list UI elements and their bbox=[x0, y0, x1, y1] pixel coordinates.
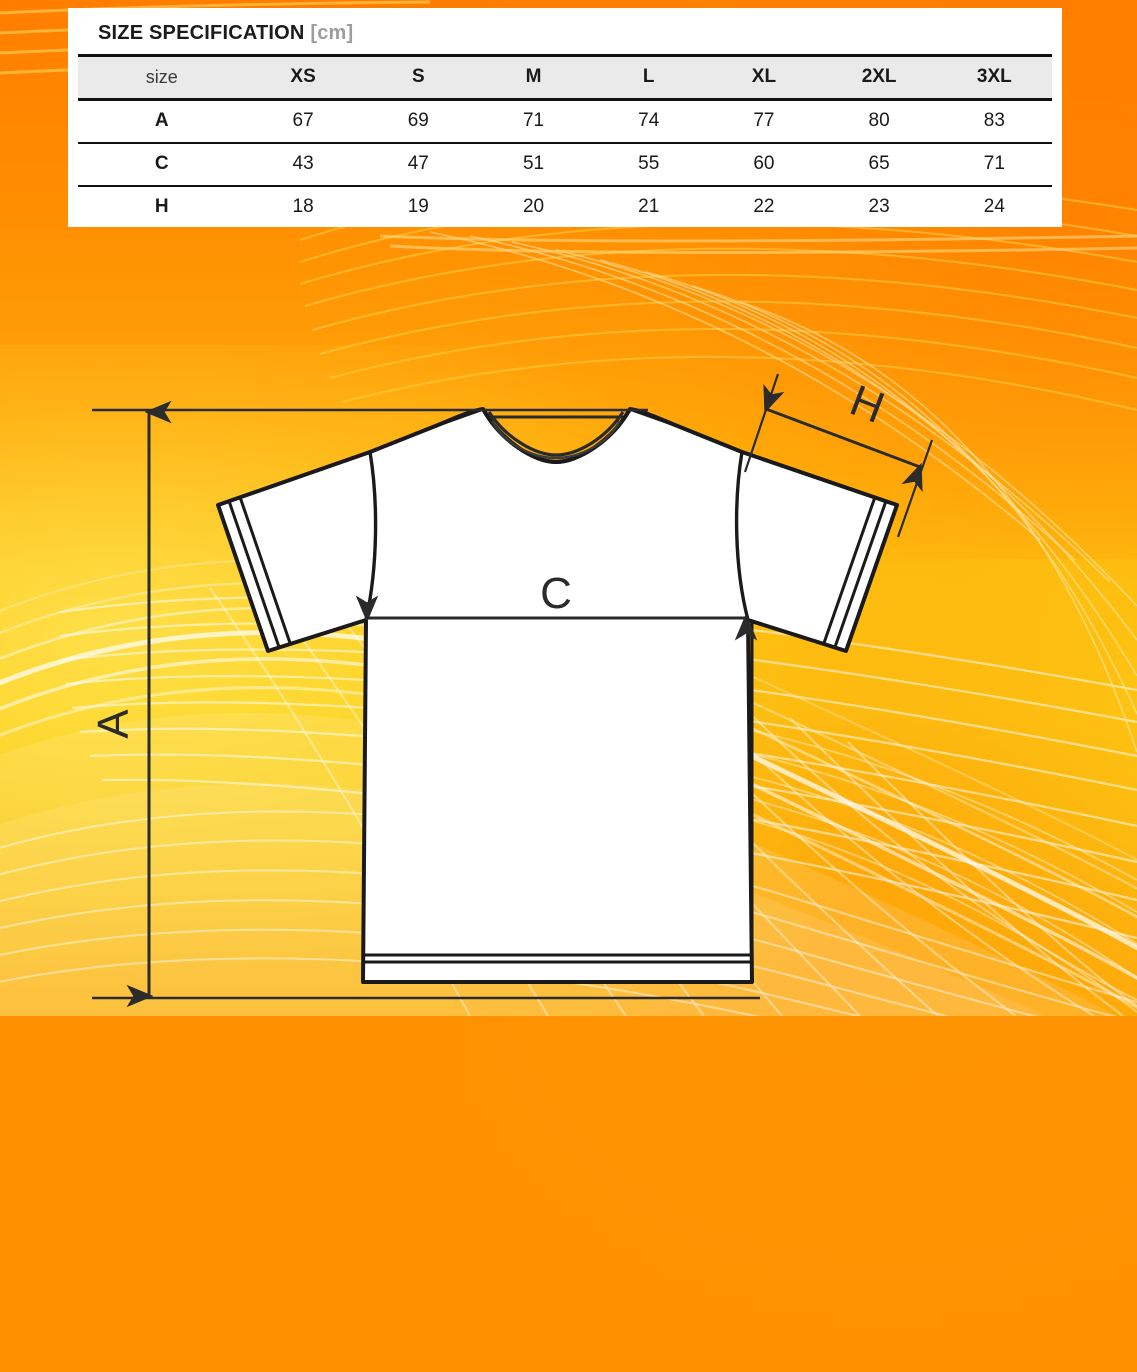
column-header-s: S bbox=[360, 54, 476, 101]
cell-a-2xl: 80 bbox=[821, 99, 937, 144]
table-row: C 43 47 51 55 60 65 71 bbox=[78, 143, 1052, 187]
dimension-c-label: C bbox=[540, 569, 572, 618]
column-header-l: L bbox=[591, 54, 707, 101]
column-header-m: M bbox=[475, 54, 592, 101]
column-header-3xl: 3XL bbox=[936, 54, 1052, 101]
cell-c-l: 55 bbox=[591, 143, 707, 187]
dimension-a-label: A bbox=[89, 709, 138, 739]
size-specification-table: size XS S M L XL 2XL 3XL A 67 69 71 74 7… bbox=[78, 54, 1052, 228]
table-row: H 18 19 20 21 22 23 24 bbox=[78, 186, 1052, 228]
column-header-size: size bbox=[78, 54, 246, 101]
cell-h-m: 20 bbox=[522, 196, 545, 217]
cell-a-l: 74 bbox=[591, 99, 707, 144]
cell-a-m: 71 bbox=[475, 99, 592, 144]
dimension-h-extension-right bbox=[896, 439, 934, 538]
cell-h-xs: 18 bbox=[292, 196, 314, 217]
cell-a-xs: 67 bbox=[245, 99, 361, 144]
column-header-xl: XL bbox=[706, 54, 822, 101]
spec-title: SIZE SPECIFICATION [cm] bbox=[68, 22, 1062, 45]
cell-h-s: 19 bbox=[407, 196, 429, 217]
dimension-a-group: A bbox=[89, 400, 760, 1008]
cell-h-2xl: 23 bbox=[868, 196, 890, 217]
tshirt-technical-drawing: A C H bbox=[89, 373, 934, 1008]
cell-c-m: 51 bbox=[475, 143, 592, 187]
cell-h-3xl: 24 bbox=[983, 196, 1005, 217]
dimension-h-label: H bbox=[844, 376, 891, 433]
cell-a-3xl: 83 bbox=[936, 99, 1052, 144]
right-sleeve-cuff bbox=[822, 496, 899, 652]
cell-c-2xl: 65 bbox=[821, 143, 937, 187]
cell-a-xl: 77 bbox=[706, 99, 822, 144]
size-specification-panel: SIZE SPECIFICATION [cm] size XS S M L XL… bbox=[68, 8, 1062, 227]
cell-c-xl: 60 bbox=[706, 143, 822, 187]
row-label-c: C bbox=[78, 143, 246, 187]
column-header-xs: XS bbox=[245, 54, 361, 101]
tshirt-outline bbox=[216, 407, 899, 984]
table-header-row: size XS S M L XL 2XL 3XL bbox=[78, 54, 1052, 101]
table-row: A 67 69 71 74 77 80 83 bbox=[78, 99, 1052, 144]
cell-a-s: 69 bbox=[360, 99, 476, 144]
row-label-a: A bbox=[78, 99, 246, 144]
cell-c-s: 47 bbox=[360, 143, 476, 187]
column-header-2xl: 2XL bbox=[821, 54, 937, 101]
row-label-h: H bbox=[154, 196, 169, 217]
cell-c-xs: 43 bbox=[245, 143, 361, 187]
spec-title-unit: [cm] bbox=[310, 22, 354, 44]
cell-h-xl: 22 bbox=[753, 196, 775, 217]
cell-h-l: 21 bbox=[638, 196, 660, 217]
dimension-h-line bbox=[763, 383, 923, 493]
dimension-c-group: C bbox=[355, 569, 758, 641]
cell-c-3xl: 71 bbox=[936, 143, 1052, 187]
bottom-hem bbox=[363, 953, 752, 964]
spec-title-text: SIZE SPECIFICATION bbox=[98, 22, 305, 44]
left-sleeve-cuff bbox=[216, 496, 292, 652]
